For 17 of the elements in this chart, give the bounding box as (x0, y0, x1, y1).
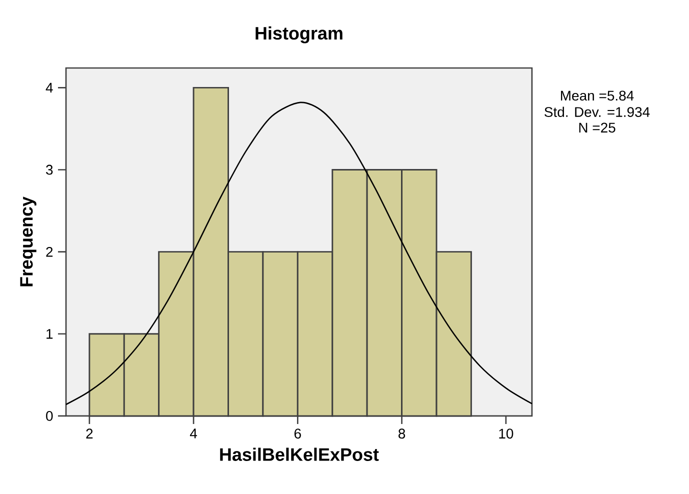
x-tick-label: 8 (398, 428, 406, 439)
x-tick-label: 4 (190, 428, 198, 438)
x-tick-label: 10 (499, 428, 514, 439)
text: Mean =5.84 (561, 90, 634, 101)
chart-title: Histogram (256, 26, 342, 44)
x-axis-title: HasilBelKelExPost (220, 448, 379, 461)
text: Std. Dev. =1.934 (544, 106, 650, 118)
line-series (65, 102, 533, 406)
x-tick-label: 6 (294, 428, 301, 439)
y-tick-label: 2 (46, 246, 53, 257)
y-tick-label: 0 (46, 411, 53, 421)
x-tick-label: 2 (86, 428, 93, 438)
y-tick-label: 1 (46, 329, 53, 339)
y-tick-label: 3 (46, 164, 53, 175)
y-tick-label: 4 (46, 82, 53, 93)
y-axis-title: Frequency (20, 196, 36, 286)
text: N =25 (579, 122, 616, 133)
